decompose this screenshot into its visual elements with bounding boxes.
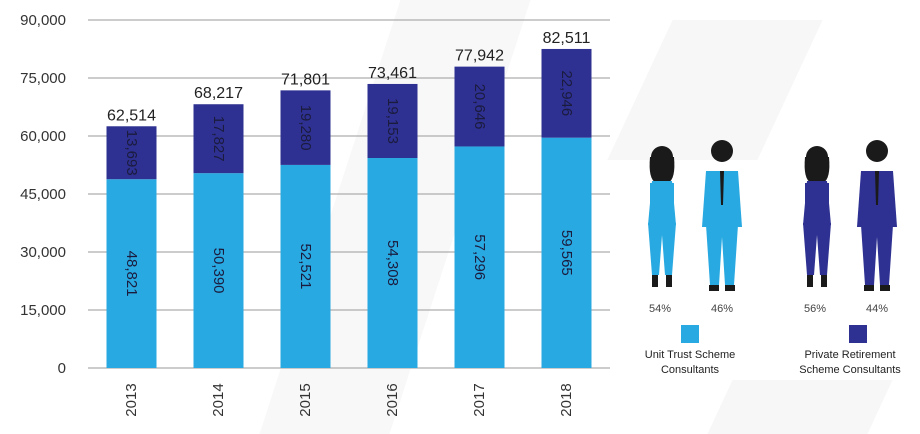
unit-trust-legend-label: Unit Trust Scheme Consultants (615, 348, 765, 378)
y-tick-label: 45,000 (20, 186, 66, 203)
private-retirement-legend-line-1: Private Retirement (804, 349, 896, 361)
x-tick-label: 2016 (384, 383, 401, 416)
total-label: 73,461 (368, 65, 417, 82)
female-figure-icon (803, 146, 831, 287)
total-label: 62,514 (107, 107, 156, 124)
bar-segment (454, 146, 505, 368)
total-label: 71,801 (281, 71, 330, 88)
y-tick-label: 30,000 (20, 244, 66, 261)
private-retirement-gender-panel: 56% 44% Private Retirement Scheme Consul… (785, 135, 915, 380)
data-label: 48,821 (123, 251, 140, 297)
data-label: 17,827 (210, 116, 227, 162)
data-label: 50,390 (210, 248, 227, 294)
bar-segment (367, 83, 418, 159)
private-retirement-female-percent: 56% (803, 303, 827, 315)
y-tick-label: 0 (58, 360, 66, 377)
male-figure-icon (857, 140, 897, 291)
data-label: 22,946 (558, 70, 575, 116)
unit-trust-legend-line-2: Consultants (660, 364, 720, 376)
unit-trust-legend-line-1: Unit Trust Scheme (644, 349, 736, 361)
total-label: 77,942 (455, 48, 504, 65)
bar-segment (106, 126, 157, 180)
unit-trust-female-percent: 54% (648, 303, 672, 315)
total-label: 82,511 (543, 30, 591, 47)
y-tick-label: 60,000 (20, 128, 66, 145)
x-tick-label: 2014 (210, 383, 227, 416)
data-label: 19,153 (384, 98, 401, 144)
bar-segment (541, 48, 592, 138)
unit-trust-people-icon (648, 140, 742, 291)
x-tick-label: 2017 (471, 383, 488, 416)
bar-segment (280, 164, 331, 368)
female-figure-icon (648, 146, 676, 287)
male-figure-icon (702, 140, 742, 291)
bar-segment (193, 173, 244, 368)
stacked-bar-chart: 0 15,000 30,000 45,000 60,000 75,000 90,000 48,… (20, 12, 610, 417)
unit-trust-legend-swatch (681, 325, 699, 343)
private-retirement-male-percent: 44% (865, 303, 889, 315)
x-tick-label: 2015 (297, 383, 314, 416)
bar-segment (106, 179, 157, 368)
y-tick-label: 75,000 (20, 70, 66, 87)
y-tick-label: 90,000 (20, 12, 66, 29)
data-label: 52,521 (297, 244, 314, 290)
data-label: 19,280 (297, 105, 314, 151)
x-tick-label: 2013 (123, 383, 140, 416)
bar-segment (454, 66, 505, 147)
data-label: 13,693 (123, 130, 140, 176)
private-retirement-legend-label: Private Retirement Scheme Consultants (775, 348, 920, 378)
y-tick-label: 15,000 (20, 302, 66, 319)
data-label: 57,296 (471, 234, 488, 280)
x-tick-label: 2018 (558, 383, 575, 416)
private-retirement-legend-swatch (849, 325, 867, 343)
bar-segment (280, 90, 331, 165)
bar-segment (541, 137, 592, 368)
data-label: 20,646 (471, 84, 488, 130)
data-label: 59,565 (558, 230, 575, 276)
unit-trust-gender-panel: 54% 46% Unit Trust Scheme Consultants (630, 135, 760, 380)
bar-segment (367, 158, 418, 368)
unit-trust-male-percent: 46% (710, 303, 734, 315)
private-retirement-people-icon (803, 140, 897, 291)
private-retirement-legend-line-2: Scheme Consultants (799, 364, 901, 376)
background-shard (707, 380, 893, 434)
data-label: 54,308 (384, 240, 401, 286)
bar-segment (193, 104, 244, 174)
total-label: 68,217 (194, 85, 243, 102)
